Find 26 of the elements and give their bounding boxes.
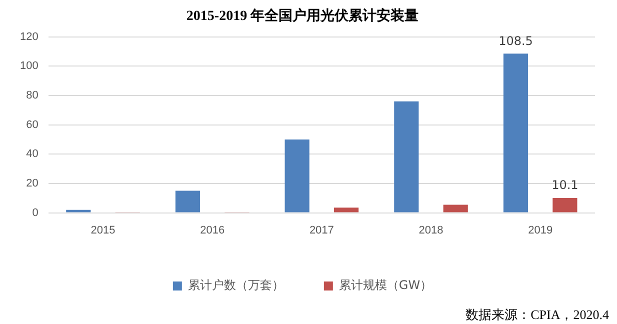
- x-tick-label: 2018: [418, 224, 444, 236]
- bar: [394, 101, 419, 212]
- y-tick-label: 120: [20, 30, 38, 43]
- bar: [503, 54, 528, 212]
- y-tick-label: 0: [32, 206, 38, 219]
- bar: [66, 210, 91, 212]
- bar: [284, 139, 310, 212]
- bar: [552, 198, 578, 212]
- x-tick-label: 2019: [528, 224, 553, 236]
- x-tick-label: 2017: [309, 224, 334, 236]
- x-tick-label: 2016: [200, 224, 225, 236]
- data-label: 10.1: [552, 178, 578, 192]
- bar: [334, 208, 359, 212]
- bar: [175, 190, 200, 212]
- data-label: 108.5: [498, 34, 533, 48]
- source-note: 数据来源：CPIA，2020.4: [466, 306, 610, 322]
- legend-label: 累计户数（万套）: [188, 278, 284, 292]
- y-tick-label: 80: [26, 90, 38, 102]
- y-tick-label: 20: [26, 178, 38, 190]
- y-tick-label: 40: [26, 148, 38, 160]
- y-tick-label: 100: [20, 60, 38, 72]
- y-tick-label: 60: [26, 118, 38, 131]
- x-tick-label: 2015: [90, 224, 116, 236]
- chart-title: 2015-2019 年全国户用光伏累计安装量: [186, 7, 419, 24]
- bar: [443, 204, 468, 212]
- legend-label: 累计规模（GW）: [338, 278, 432, 292]
